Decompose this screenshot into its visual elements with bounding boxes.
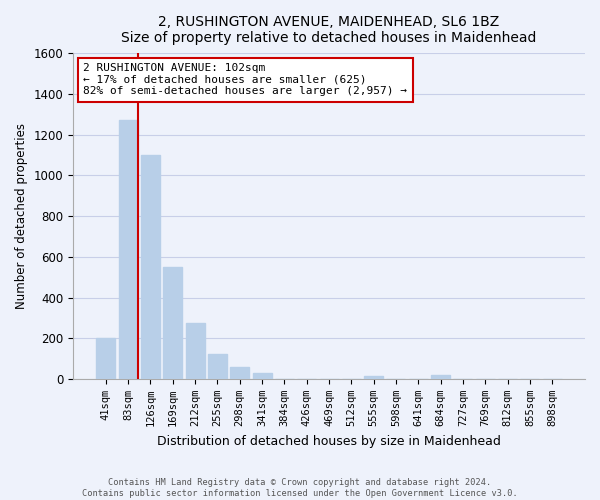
Bar	[431, 375, 450, 379]
Text: Contains HM Land Registry data © Crown copyright and database right 2024.
Contai: Contains HM Land Registry data © Crown c…	[82, 478, 518, 498]
Bar	[163, 267, 182, 379]
Y-axis label: Number of detached properties: Number of detached properties	[15, 123, 28, 309]
Bar	[119, 120, 137, 379]
Bar	[185, 323, 205, 379]
Bar	[96, 338, 115, 379]
Title: 2, RUSHINGTON AVENUE, MAIDENHEAD, SL6 1BZ
Size of property relative to detached : 2, RUSHINGTON AVENUE, MAIDENHEAD, SL6 1B…	[121, 15, 537, 45]
Bar	[230, 366, 249, 379]
Bar	[141, 155, 160, 379]
Bar	[208, 354, 227, 379]
Bar	[364, 376, 383, 379]
Text: 2 RUSHINGTON AVENUE: 102sqm
← 17% of detached houses are smaller (625)
82% of se: 2 RUSHINGTON AVENUE: 102sqm ← 17% of det…	[83, 63, 407, 96]
X-axis label: Distribution of detached houses by size in Maidenhead: Distribution of detached houses by size …	[157, 434, 501, 448]
Bar	[253, 373, 272, 379]
